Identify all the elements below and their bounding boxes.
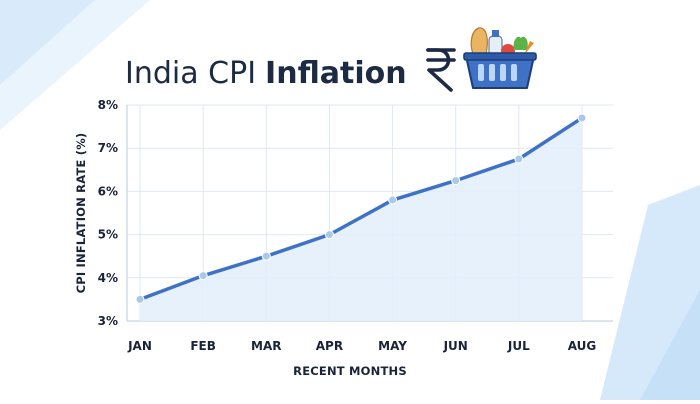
rupee-icon [426,48,456,92]
data-point-jun [451,176,461,186]
y-tick-labels: 3% 4% 5% 6% 7% 8% [98,98,118,328]
y-tick-label: 5% [98,228,118,242]
bg-shape-top-left-inner [0,0,95,85]
data-point-mar [261,251,271,261]
x-tick-labels: JAN FEB MAR APR MAY JUN JUL AUG [127,339,596,353]
chart-title: India CPI Inflation [125,56,407,91]
x-axis-title: RECENT MONTHS [293,364,407,378]
y-tick-label: 7% [98,141,118,155]
y-tick-label: 6% [98,184,118,198]
data-point-may [388,195,398,205]
x-tick-label: MAY [378,339,407,353]
data-point-apr [324,230,334,240]
x-tick-label: JAN [127,339,152,353]
bg-shape-right-inner [640,290,700,400]
series-line [138,116,584,302]
area-under-line [140,117,582,322]
x-tick-label: JUL [507,339,530,353]
y-axis-title: CPI INFLATION RATE (%) [74,133,88,294]
data-point-jan [135,294,145,304]
y-tick-label: 4% [98,271,118,285]
grocery-basket-icon [463,27,537,89]
area-fill [140,117,582,322]
data-points [135,113,587,304]
x-tick-label: APR [316,339,343,353]
x-tick-label: MAR [251,339,281,353]
y-tick-label: 8% [98,98,118,112]
x-tick-label: JUN [443,339,468,353]
y-tick-label: 3% [98,314,118,328]
data-point-jul [514,154,524,164]
data-point-aug [577,113,587,123]
x-tick-label: AUG [568,339,597,353]
cpi-line [138,116,584,302]
data-point-feb [198,271,208,281]
x-tick-label: FEB [190,339,216,353]
